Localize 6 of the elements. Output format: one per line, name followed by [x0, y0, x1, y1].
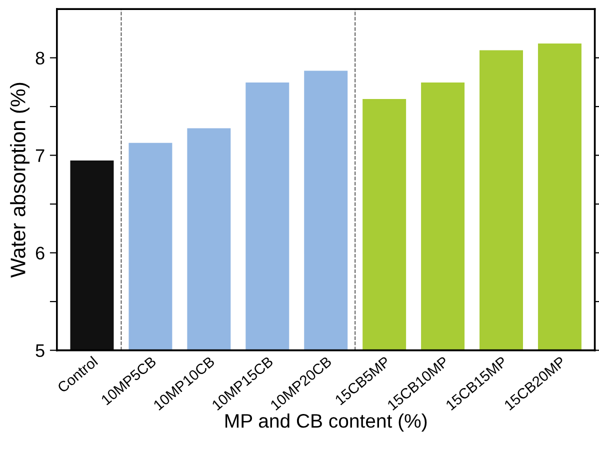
y-tick-label: 5 — [36, 344, 44, 358]
y-tick-label: 6 — [36, 246, 44, 260]
y-axis-title: Water absorption (%) — [10, 82, 30, 278]
y-tick-label: 8 — [36, 52, 44, 65]
x-axis-title: MP and CB content (%) — [226, 414, 427, 432]
y-tick-label: 7 — [36, 149, 44, 162]
